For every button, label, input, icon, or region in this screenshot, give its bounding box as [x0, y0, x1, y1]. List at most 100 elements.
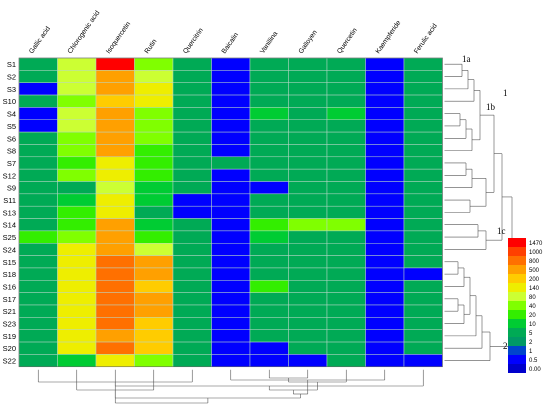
column-dendrogram — [37, 369, 424, 404]
heatmap-cell-S11-gallic-acid — [18, 193, 58, 207]
heatmap-cell-S1-isoquercetin — [95, 57, 135, 71]
cluster-label-2: 2 — [503, 341, 508, 351]
legend-swatch — [508, 364, 526, 373]
cluster-labels: 1a 1 1b 1c 2 — [462, 54, 508, 351]
heatmap-cell-S6-kaempferide — [365, 131, 405, 145]
legend-swatch — [508, 346, 526, 355]
color-legend: 1470 1000 800 500 200 140 80 40 20 10 5 2 1 0.5 0.00 — [508, 238, 543, 373]
heatmap-cell-S9-chlorogenic-acid — [57, 181, 97, 195]
row-dendrogram — [444, 63, 522, 361]
heatmap-cell-S21-gallic-acid — [18, 304, 58, 318]
cluster-label-1a: 1a — [462, 54, 471, 64]
row-label: S9 — [7, 184, 16, 193]
heatmap-cell-S8-galloyen — [288, 144, 328, 158]
heatmap-cell-S1-galloyen — [288, 57, 328, 71]
row-label: S1 — [7, 60, 16, 69]
heatmap-cell-S17-chlorogenic-acid — [57, 292, 97, 306]
heatmap-cell-S20-vanillina — [249, 341, 289, 355]
column-label: Kaempferide — [375, 19, 403, 55]
cluster-label-1b: 1b — [486, 102, 496, 112]
heatmap-cell-S13-rutin — [134, 205, 174, 219]
heatmap-cell-S1-baicalin — [211, 57, 251, 71]
legend-label: 200 — [529, 277, 540, 283]
heatmap-cell-S24-chlorogenic-acid — [57, 243, 97, 256]
heatmap-cell-S10-rutin — [134, 94, 174, 108]
legend-label: 2 — [529, 340, 533, 346]
heatmap-cell-S10-gallic-acid — [18, 94, 58, 108]
heatmap-cell-S24-ferulic-acid — [403, 243, 443, 256]
heatmap-cell-S13-quercitrin — [172, 205, 212, 219]
heatmap-cell-S10-vanillina — [249, 94, 289, 108]
heatmap-cell-S15-isoquercetin — [95, 255, 135, 269]
legend-swatch — [508, 337, 526, 346]
heatmap-cell-S8-quercetin — [326, 144, 366, 158]
legend-swatch — [508, 310, 526, 319]
heatmap-cell-S3-baicalin — [211, 82, 251, 96]
legend-swatch — [508, 265, 526, 274]
heatmap-cell-S4-galloyen — [288, 107, 328, 121]
row-label: S13 — [3, 208, 16, 217]
row-label: S5 — [7, 122, 16, 131]
heatmap-cell-S11-vanillina — [249, 193, 289, 207]
heatmap-cell-S16-ferulic-acid — [403, 280, 443, 293]
heatmap-cell-S10-galloyen — [288, 94, 328, 108]
heatmap-cell-S21-isoquercetin — [95, 304, 135, 318]
heatmap-cell-S22-isoquercetin — [95, 354, 135, 367]
heatmap-cell-S6-gallic-acid — [18, 131, 58, 145]
heatmap-cell-S11-quercetin — [326, 193, 366, 207]
legend-label: 20 — [529, 313, 536, 319]
heatmap-cell-S11-rutin — [134, 193, 174, 207]
heatmap-cell-S8-rutin — [134, 144, 174, 158]
legend-swatch — [508, 283, 526, 292]
cluster-label-1: 1 — [503, 88, 508, 98]
heatmap-cell-S25-isoquercetin — [95, 230, 135, 244]
heatmap-cell-S13-quercetin — [326, 205, 366, 219]
heatmap-cell-S3-gallic-acid — [18, 82, 58, 96]
heatmap-cell-S13-baicalin — [211, 205, 251, 219]
heatmap-cell-S17-gallic-acid — [18, 292, 58, 306]
heatmap-cell-S18-isoquercetin — [95, 267, 135, 281]
heatmap-cell-S2-ferulic-acid — [403, 70, 443, 83]
heatmap-cell-S17-galloyen — [288, 292, 328, 306]
heatmap-cell-S3-quercetin — [326, 82, 366, 96]
heatmap-cell-S7-gallic-acid — [18, 156, 58, 170]
heatmap-cell-S9-ferulic-acid — [403, 181, 443, 195]
heatmap-cell-S20-ferulic-acid — [403, 341, 443, 355]
row-label: S23 — [3, 320, 16, 329]
heatmap-cell-S13-galloyen — [288, 205, 328, 219]
heatmap-cell-S5-ferulic-acid — [403, 119, 443, 133]
heatmap-cell-S1-quercitrin — [172, 57, 212, 71]
row-label: S19 — [3, 332, 16, 341]
heatmap-cell-S13-gallic-acid — [18, 205, 58, 219]
heatmap-cell-S21-baicalin — [211, 304, 251, 318]
heatmap-cell-S19-quercetin — [326, 329, 366, 343]
heatmap-cell-S17-quercitrin — [172, 292, 212, 306]
heatmap-cell-S16-baicalin — [211, 280, 251, 293]
row-label: S3 — [7, 85, 16, 94]
column-label: Chlorogenic acid — [67, 9, 102, 55]
heatmap-cell-S20-galloyen — [288, 341, 328, 355]
heatmap-cell-S16-vanillina — [249, 280, 289, 293]
heatmap-cell-S14-chlorogenic-acid — [57, 218, 97, 232]
legend-label: 0.5 — [529, 358, 538, 364]
legend-label: 5 — [529, 331, 533, 337]
heatmap-cell-S9-gallic-acid — [18, 181, 58, 195]
heatmap-cell-S7-ferulic-acid — [403, 156, 443, 170]
heatmap-cell-S18-vanillina — [249, 267, 289, 281]
heatmap-cell-S23-vanillina — [249, 317, 289, 330]
heatmap-cell-S18-galloyen — [288, 267, 328, 281]
row-labels: S1 S2 S3 S10 S4 S5 S6 S8 S7 S12 S9 S11 S13 S14 S25 S24 S… — [3, 60, 16, 365]
heatmap-cell-S19-ferulic-acid — [403, 329, 443, 343]
row-label: S2 — [7, 73, 16, 82]
heatmap-cell-S11-baicalin — [211, 193, 251, 207]
legend-swatch — [508, 319, 526, 328]
heatmap-border — [18, 57, 443, 368]
heatmap-cell-S2-quercitrin — [172, 70, 212, 83]
column-label: Baicalin — [221, 31, 241, 55]
heatmap-cell-S21-ferulic-acid — [403, 304, 443, 318]
heatmap-cell-S7-kaempferide — [365, 156, 405, 170]
heatmap-cell-S25-baicalin — [211, 230, 251, 244]
heatmap-cell-S24-isoquercetin — [95, 243, 135, 256]
heatmap-cell-S14-isoquercetin — [95, 218, 135, 232]
heatmap-cell-S15-kaempferide — [365, 255, 405, 269]
